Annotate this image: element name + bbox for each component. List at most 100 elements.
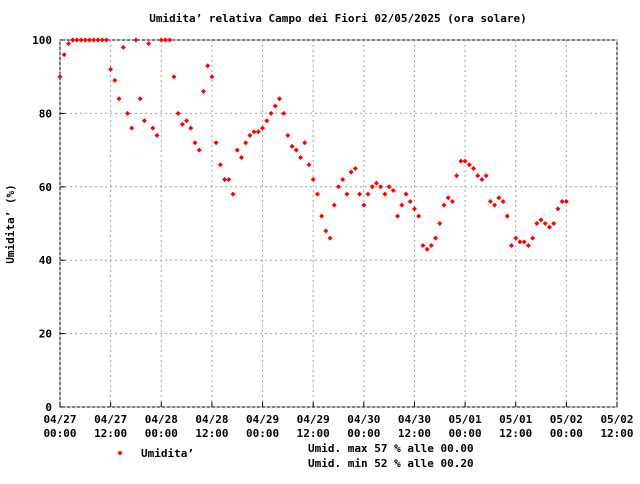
data-point (184, 118, 190, 124)
data-point (222, 176, 228, 182)
data-point (458, 158, 464, 164)
data-point (146, 41, 152, 47)
data-point (95, 37, 101, 43)
data-point (466, 162, 472, 168)
x-tick-label: 04/27 (43, 413, 76, 426)
data-point (179, 121, 185, 127)
data-point (70, 37, 76, 43)
data-point (82, 37, 88, 43)
data-point (289, 143, 295, 149)
data-point (454, 173, 460, 179)
data-point (243, 140, 249, 146)
data-point (264, 118, 270, 124)
data-point (403, 191, 409, 197)
data-point (534, 221, 540, 226)
y-tick-label: 80 (39, 107, 52, 120)
data-point (496, 195, 502, 201)
data-point (226, 176, 232, 182)
data-point (298, 154, 304, 160)
data-point (538, 217, 544, 223)
data-point (238, 154, 244, 160)
data-point (542, 221, 548, 226)
data-point (272, 103, 278, 109)
data-point (78, 37, 84, 43)
data-point (65, 41, 71, 47)
data-point (158, 37, 164, 43)
data-point (192, 140, 198, 146)
data-point (382, 191, 388, 197)
x-tick-label: 05/02 (550, 413, 583, 426)
data-point (504, 213, 510, 219)
x-tick-label: 04/28 (195, 413, 228, 426)
x-tick-label: 00:00 (246, 427, 279, 440)
data-point (471, 165, 477, 171)
data-point (112, 77, 118, 83)
data-point (285, 132, 291, 138)
data-point (449, 198, 455, 204)
x-tick-label: 00:00 (145, 427, 178, 440)
data-point (323, 228, 329, 234)
data-point (213, 140, 219, 146)
data-point (390, 187, 396, 193)
data-point (428, 243, 434, 249)
data-point (217, 162, 223, 168)
data-point (331, 202, 337, 208)
data-point (479, 176, 485, 182)
data-point (251, 129, 257, 135)
data-point (555, 206, 561, 212)
data-point (365, 191, 371, 197)
y-tick-label: 20 (39, 328, 52, 341)
data-point (395, 213, 401, 219)
legend-label: Umidita’ (141, 447, 194, 460)
data-point (125, 110, 131, 116)
data-point (348, 169, 354, 175)
x-tick-label: 04/30 (347, 413, 380, 426)
data-point (230, 191, 236, 197)
data-point (433, 235, 439, 241)
x-tick-label: 12:00 (499, 427, 532, 440)
data-point (441, 202, 447, 208)
x-tick-label: 04/27 (94, 413, 127, 426)
x-tick-label: 00:00 (550, 427, 583, 440)
data-point (492, 202, 498, 208)
data-point (462, 158, 468, 164)
y-tick-label: 100 (32, 34, 52, 47)
data-point (200, 88, 206, 94)
data-point (416, 213, 422, 219)
data-point (74, 37, 80, 43)
x-tick-label: 12:00 (94, 427, 127, 440)
data-point (483, 173, 489, 179)
data-point (306, 162, 312, 168)
data-point (167, 37, 173, 43)
data-point (487, 198, 493, 204)
data-point (336, 184, 341, 190)
data-point (475, 173, 481, 179)
x-tick-label: 12:00 (600, 427, 633, 440)
data-point (310, 176, 316, 182)
data-point (352, 165, 358, 171)
data-point (260, 125, 266, 131)
x-tick-label: 05/02 (600, 413, 633, 426)
data-point (424, 246, 430, 252)
x-tick-label: 05/01 (499, 413, 532, 426)
data-point (91, 37, 97, 43)
data-point (500, 198, 506, 204)
y-tick-label: 60 (39, 181, 52, 194)
data-point (129, 125, 135, 131)
data-point (437, 221, 443, 226)
data-point (513, 235, 519, 241)
data-point (205, 63, 211, 69)
data-point (314, 191, 320, 197)
data-point (150, 125, 156, 131)
plot-frame (59, 39, 618, 408)
data-point (154, 132, 160, 138)
data-point (108, 66, 114, 72)
data-point (162, 37, 168, 43)
data-point (386, 184, 392, 190)
data-point (175, 110, 181, 116)
data-point (420, 243, 426, 249)
data-point (120, 44, 126, 50)
data-point (509, 243, 515, 249)
data-point (559, 198, 565, 204)
